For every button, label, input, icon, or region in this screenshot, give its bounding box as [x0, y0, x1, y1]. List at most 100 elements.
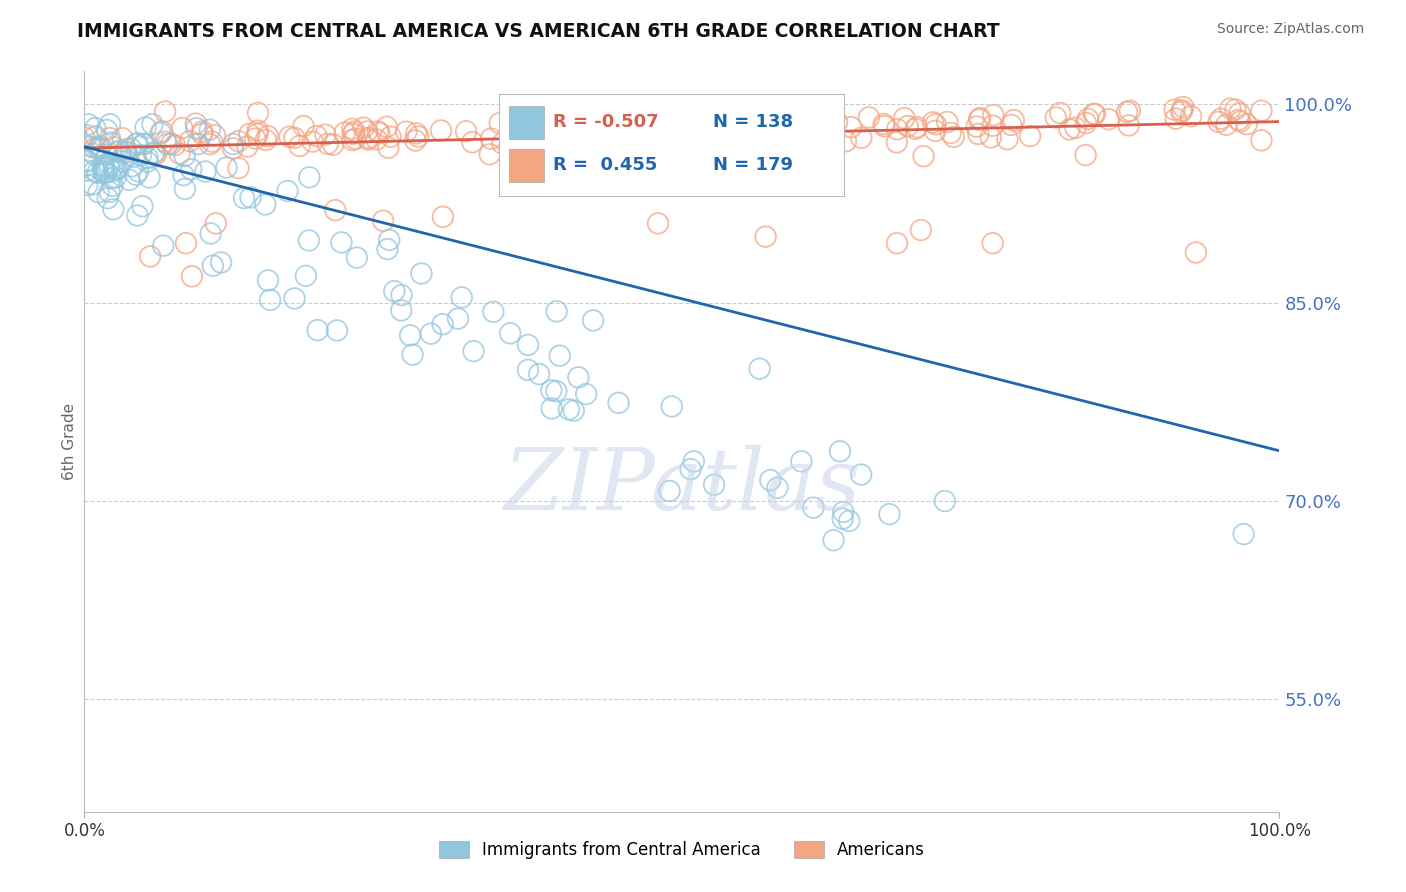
- Point: [103, 202, 125, 217]
- Point: [245, 131, 267, 145]
- Point: [1208, 115, 1230, 129]
- Point: [540, 401, 562, 416]
- Point: [172, 121, 194, 136]
- Point: [222, 141, 245, 155]
- Point: [82, 178, 104, 192]
- Point: [401, 348, 423, 362]
- Point: [934, 494, 956, 508]
- Point: [886, 122, 908, 136]
- Point: [517, 128, 540, 143]
- Point: [373, 213, 395, 227]
- Point: [333, 126, 356, 140]
- Point: [278, 129, 301, 144]
- Point: [502, 128, 524, 143]
- Point: [173, 149, 195, 163]
- Point: [344, 131, 367, 145]
- Point: [803, 500, 825, 515]
- Point: [125, 168, 148, 182]
- Point: [1185, 245, 1208, 260]
- Point: [89, 141, 111, 155]
- Point: [499, 154, 522, 169]
- Point: [375, 120, 398, 134]
- Point: [283, 131, 305, 145]
- Point: [912, 149, 935, 163]
- Point: [100, 171, 122, 186]
- Point: [683, 454, 706, 468]
- Point: [129, 148, 152, 162]
- Point: [546, 384, 568, 399]
- Point: [201, 259, 224, 273]
- Point: [143, 146, 166, 161]
- Point: [155, 135, 177, 149]
- Point: [408, 129, 430, 144]
- Point: [411, 267, 433, 281]
- Point: [108, 144, 131, 158]
- Point: [478, 147, 501, 161]
- Point: [1233, 527, 1256, 541]
- Point: [136, 154, 159, 169]
- Point: [127, 209, 149, 223]
- Point: [163, 138, 186, 153]
- Point: [936, 115, 959, 129]
- Point: [121, 159, 143, 173]
- Bar: [509, 106, 544, 139]
- Point: [93, 164, 115, 178]
- Point: [314, 128, 336, 142]
- Point: [981, 108, 1004, 122]
- Point: [139, 249, 162, 264]
- Point: [301, 135, 323, 149]
- Point: [835, 134, 858, 148]
- Point: [107, 161, 129, 176]
- Point: [93, 158, 115, 172]
- Text: R = -0.507: R = -0.507: [553, 113, 658, 131]
- Point: [823, 533, 845, 548]
- Point: [378, 233, 401, 247]
- Point: [377, 141, 399, 155]
- Point: [851, 131, 873, 145]
- Point: [1084, 107, 1107, 121]
- Point: [1250, 103, 1272, 118]
- Point: [886, 236, 908, 251]
- Point: [276, 184, 298, 198]
- Point: [454, 124, 477, 138]
- Point: [873, 117, 896, 131]
- Point: [839, 120, 862, 135]
- Point: [596, 128, 619, 142]
- Point: [295, 268, 318, 283]
- Point: [1000, 118, 1022, 132]
- Point: [785, 110, 807, 124]
- Point: [96, 147, 118, 161]
- Point: [84, 121, 107, 136]
- Point: [200, 227, 222, 241]
- Point: [1215, 118, 1237, 132]
- Point: [143, 145, 166, 160]
- Point: [238, 127, 260, 141]
- Point: [897, 119, 920, 133]
- Point: [174, 182, 197, 196]
- Point: [353, 120, 375, 135]
- Point: [111, 154, 134, 169]
- Point: [118, 173, 141, 187]
- Point: [682, 133, 704, 147]
- Point: [520, 120, 543, 134]
- Point: [298, 234, 321, 248]
- Point: [879, 507, 901, 521]
- Point: [122, 150, 145, 164]
- Point: [748, 110, 770, 124]
- Point: [181, 269, 204, 284]
- Point: [184, 117, 207, 131]
- Point: [135, 120, 157, 135]
- Text: ZIPatlas: ZIPatlas: [503, 444, 860, 527]
- Point: [298, 170, 321, 185]
- Point: [180, 162, 202, 177]
- Point: [575, 387, 598, 401]
- Point: [540, 384, 562, 398]
- Point: [86, 166, 108, 180]
- Point: [145, 147, 167, 161]
- Point: [233, 191, 256, 205]
- Point: [548, 349, 571, 363]
- Text: IMMIGRANTS FROM CENTRAL AMERICA VS AMERICAN 6TH GRADE CORRELATION CHART: IMMIGRANTS FROM CENTRAL AMERICA VS AMERI…: [77, 22, 1000, 41]
- Point: [366, 132, 388, 146]
- Point: [405, 126, 427, 140]
- Point: [288, 139, 311, 153]
